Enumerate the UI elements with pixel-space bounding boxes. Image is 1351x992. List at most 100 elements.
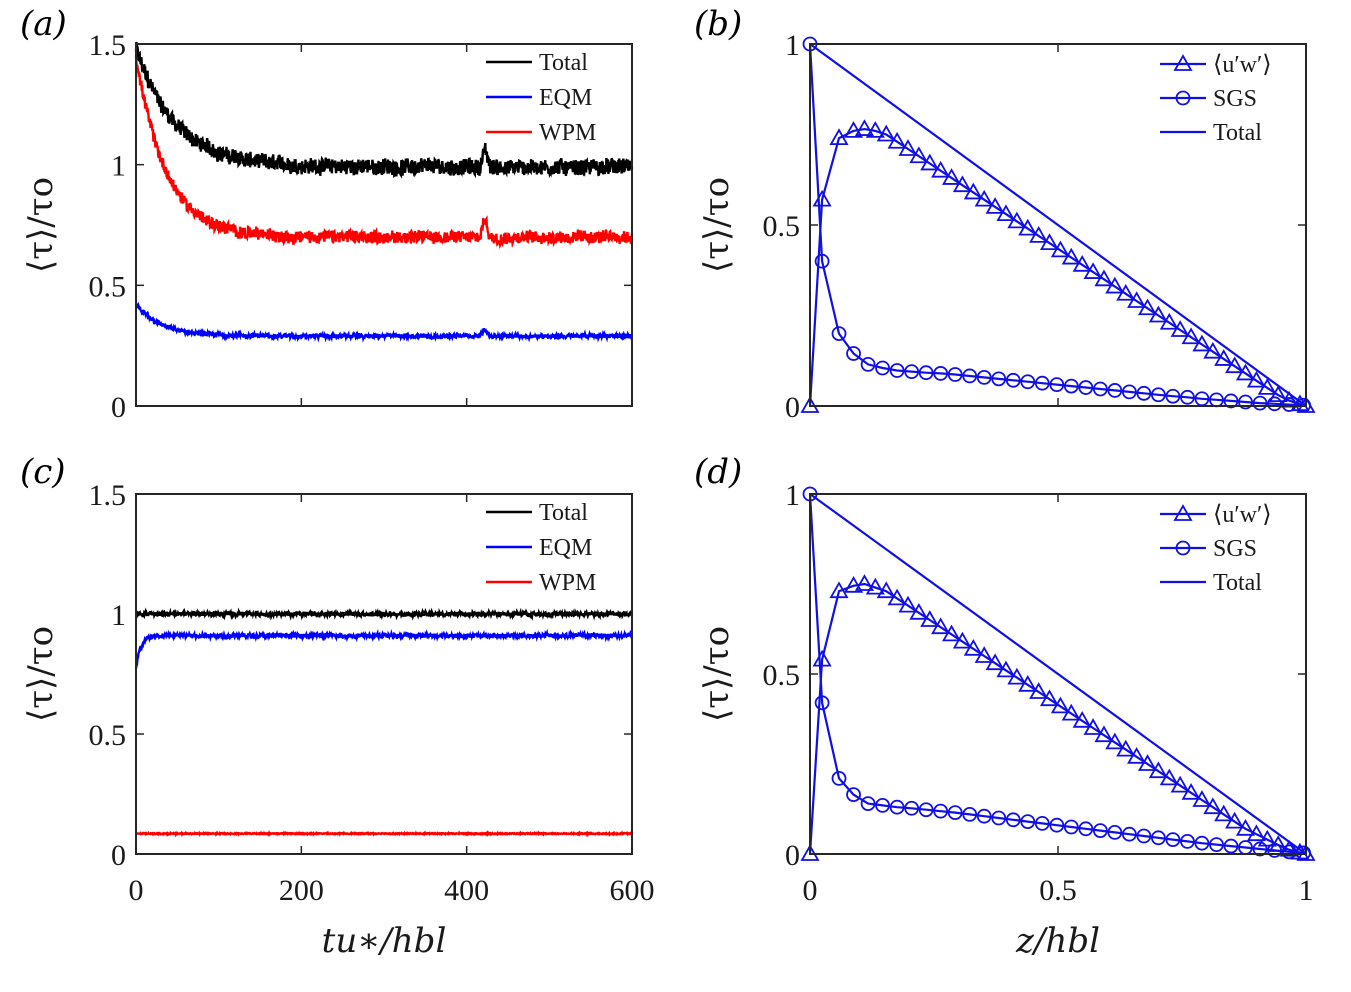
data-point-triangle — [1137, 754, 1158, 771]
data-point-circle — [814, 253, 830, 269]
y-tick-label: 0 — [111, 391, 126, 424]
data-point-triangle — [985, 197, 1005, 214]
y-tick-label: 1 — [785, 479, 800, 512]
data-point-triangle — [963, 182, 983, 200]
panel-label-d: (d) — [694, 452, 743, 492]
data-point-triangle — [1050, 240, 1070, 258]
data-point-triangle — [1127, 291, 1147, 308]
data-point-triangle — [1116, 739, 1136, 757]
data-point-circle — [831, 771, 847, 786]
data-point-triangle — [1268, 385, 1288, 403]
data-point-triangle — [1181, 782, 1201, 800]
data-point-circle — [875, 798, 890, 813]
data-point-circle — [1165, 388, 1181, 404]
data-point-circle — [1281, 844, 1297, 860]
data-point-triangle — [829, 128, 849, 146]
y-tick-label: 1.5 — [89, 29, 127, 62]
data-point-circle — [889, 799, 905, 815]
legend-label: ⟨u′w′⟩ — [1213, 502, 1272, 528]
axes-d: 0 0.5 1 0 0.5 1 ⟨u′w′⟩ SGS Total — [763, 479, 1316, 907]
series-line-circle — [808, 43, 1304, 407]
series-line-triangle — [808, 582, 1307, 856]
x-tick-label: 200 — [279, 874, 324, 907]
axes-a: 0 0.5 1 1.5 Total EQM WPM — [89, 29, 634, 424]
data-point-triangle — [865, 121, 885, 138]
series-line-circle — [808, 493, 1304, 854]
y-tick-label: 0.5 — [763, 210, 801, 243]
series-line-total — [809, 493, 1307, 855]
data-point-circle — [846, 787, 861, 802]
x-axis-label-z: z/hbl — [1015, 921, 1100, 961]
series-line-eqm — [134, 301, 633, 343]
y-tick-label: 1 — [111, 150, 126, 183]
data-point-circle — [1136, 385, 1152, 401]
axes-b: 0 0.5 1 ⟨u′w′⟩ SGS Total — [763, 29, 1316, 424]
series-line-total — [134, 41, 634, 179]
data-point-circle — [1005, 372, 1021, 388]
data-point-circle — [1150, 387, 1166, 403]
y-axis-label-d: ⟨τ⟩/τo — [697, 626, 737, 722]
data-point-circle — [933, 803, 949, 819]
data-point-triangle — [1061, 703, 1081, 721]
data-point-circle — [889, 363, 905, 378]
data-point-triangle — [1279, 839, 1299, 857]
data-point-triangle — [1203, 341, 1223, 359]
data-point-triangle — [843, 121, 864, 138]
data-point-triangle — [887, 588, 907, 606]
data-point-circle — [1223, 838, 1239, 854]
data-point-triangle — [1018, 674, 1038, 692]
data-point-circle — [1092, 381, 1108, 397]
data-point-circle — [1267, 396, 1282, 412]
data-point-circle — [1020, 374, 1036, 390]
data-point-circle — [1063, 378, 1079, 394]
legend-marker — [1173, 504, 1193, 521]
data-point-circle — [947, 805, 963, 820]
panel-label-a: (a) — [20, 4, 67, 44]
data-point-triangle — [1246, 370, 1266, 388]
data-point-triangle — [854, 574, 875, 591]
legend-label: EQM — [539, 85, 592, 111]
data-point-circle — [933, 366, 949, 381]
axes-frame — [135, 43, 633, 407]
data-point-triangle — [865, 577, 885, 595]
data-point-circle — [1223, 393, 1239, 409]
data-point-triangle — [952, 175, 972, 193]
data-point-triangle — [1159, 312, 1179, 330]
data-point-circle — [1049, 817, 1065, 833]
data-point-circle — [1209, 837, 1224, 853]
data-point-triangle — [1181, 327, 1201, 345]
data-point-triangle — [1257, 829, 1277, 847]
x-axis-label-time: tu∗/hbl — [322, 921, 447, 961]
data-point-triangle — [1192, 334, 1212, 352]
data-point-circle — [1165, 832, 1181, 847]
data-point-triangle — [942, 168, 962, 185]
data-point-circle — [976, 370, 992, 385]
legend-label: ⟨u′w′⟩ — [1213, 52, 1272, 78]
y-tick-label: 0 — [111, 839, 126, 872]
data-point-circle — [1252, 395, 1268, 411]
data-point-circle — [962, 807, 978, 822]
data-point-circle — [1180, 389, 1195, 405]
data-point-triangle — [1083, 718, 1103, 735]
data-point-triangle — [1050, 696, 1070, 714]
data-point-triangle — [996, 660, 1016, 678]
x-tick-label: 0.5 — [1039, 874, 1077, 907]
data-point-triangle — [1105, 276, 1125, 294]
y-tick-label: 1 — [111, 599, 126, 632]
data-point-circle — [1238, 394, 1253, 410]
y-tick-label: 0.5 — [89, 719, 127, 752]
data-point-triangle — [974, 189, 994, 207]
data-point-triangle — [1137, 298, 1158, 316]
data-point-triangle — [1246, 824, 1266, 842]
data-point-triangle — [952, 631, 972, 649]
series-line-triangle — [808, 127, 1307, 408]
data-point-triangle — [996, 204, 1016, 222]
data-point-triangle — [1072, 255, 1092, 272]
series-line-eqm — [134, 628, 634, 669]
data-point-triangle — [1018, 218, 1038, 236]
data-point-triangle — [931, 160, 951, 178]
data-point-circle — [1078, 821, 1094, 837]
legend-label: Total — [1213, 570, 1262, 596]
data-point-circle — [904, 364, 920, 380]
data-point-triangle — [974, 646, 994, 663]
